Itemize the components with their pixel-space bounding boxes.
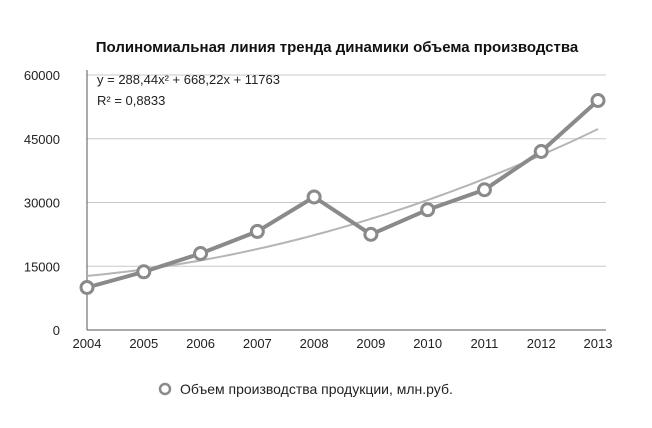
series — [79, 93, 606, 295]
data-point — [590, 93, 606, 108]
legend-label: Объем производства продукции, млн.руб. — [180, 381, 453, 397]
r-squared-label: R² = 0,8833 — [97, 93, 165, 108]
trendline-equation: y = 288,44x² + 668,22x + 11763 R² = 0,88… — [97, 72, 280, 108]
data-point — [136, 264, 152, 280]
axes: 0 15000 30000 45000 60000 2004 2005 2006 2007 200… — [24, 68, 613, 351]
x-tick-label: 2004 — [73, 336, 102, 351]
data-point — [249, 223, 265, 239]
x-tick-label: 2012 — [527, 336, 556, 351]
y-tick-label: 30000 — [24, 196, 60, 211]
x-tick-label: 2006 — [186, 336, 215, 351]
x-tick-label: 2011 — [470, 336, 498, 351]
equation-label: y = 288,44x² + 668,22x + 11763 — [97, 72, 280, 87]
x-tick-label: 2010 — [413, 336, 442, 351]
x-tick-label: 2013 — [584, 336, 613, 351]
data-point — [193, 246, 209, 261]
y-tick-label: 0 — [53, 323, 60, 338]
trendline-curve — [86, 128, 599, 277]
series-line — [86, 99, 600, 290]
x-tick-label: 2008 — [300, 336, 329, 351]
y-tick-label: 60000 — [24, 68, 60, 83]
legend-marker — [158, 382, 172, 396]
legend: Объем производства продукции, млн.руб. — [158, 381, 453, 397]
y-tick-label: 45000 — [24, 132, 60, 147]
grid — [87, 74, 606, 267]
x-tick-label: 2005 — [129, 336, 158, 351]
data-point — [306, 189, 322, 205]
chart-title: Полиномиальная линия тренда динамики объ… — [96, 39, 579, 56]
y-tick-label: 15000 — [24, 259, 60, 274]
data-point — [79, 280, 95, 295]
x-tick-label: 2007 — [243, 336, 272, 351]
data-point — [363, 226, 379, 242]
trendline — [86, 128, 599, 277]
x-tick-label: 2009 — [356, 336, 385, 351]
data-point — [476, 182, 492, 198]
data-point — [420, 202, 436, 218]
data-point — [533, 144, 549, 159]
